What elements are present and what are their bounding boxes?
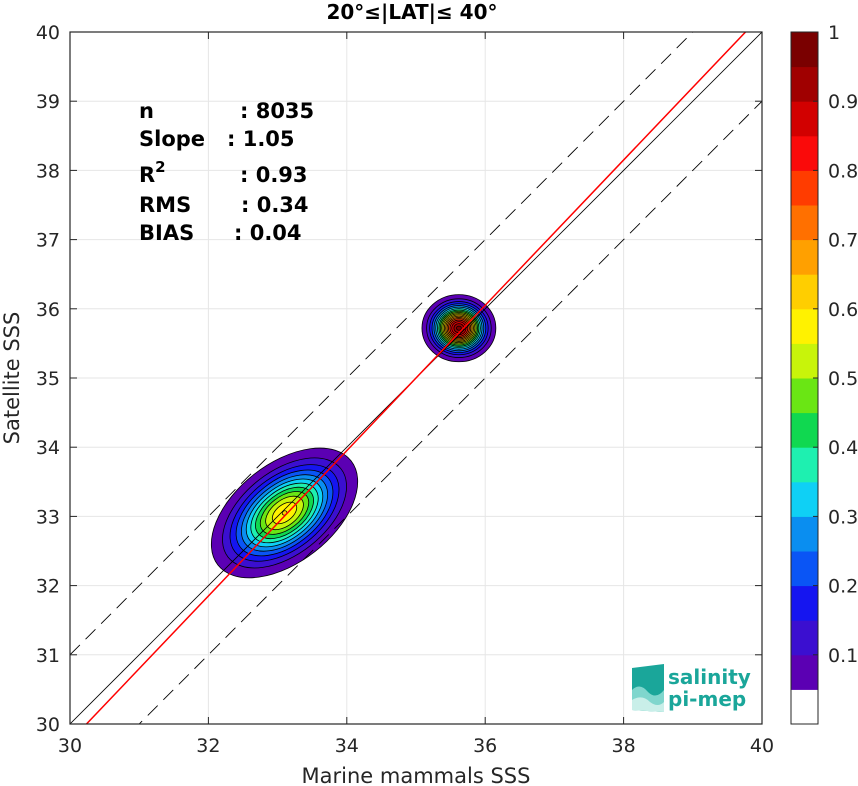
colorbar-bin [791,481,818,517]
colorbar-bin [791,412,818,448]
y-tick-label: 30 [36,714,60,736]
colorbar-bin [791,516,818,552]
colorbar-bin [791,135,818,171]
colorbar-bin [791,654,818,690]
x-tick-label: 40 [750,735,774,757]
colorbar-bin [791,205,818,241]
colorbar-tick-label: 0.2 [828,576,858,598]
colorbar: 0.1 0.2 0.3 0.4 0.5 0.6 0.7 0.8 0.9 1 [790,22,858,725]
lower-bound-line [138,100,762,724]
y-tick-label: 31 [36,645,60,667]
colorbar-bin [791,274,818,310]
stat-label: RMS [139,193,191,217]
x-tick-label: 34 [335,735,359,757]
stat-value: : 1.05 [227,127,295,151]
colorbar-bin [791,378,818,414]
chart-title: 20°≤|LAT|≤ 40° [326,0,497,24]
colorbar-bin [791,689,818,725]
stat-value: : 8035 [240,99,314,123]
stat-label: BIAS [139,221,194,245]
axis-ticks: 30 32 34 36 38 40 30 31 32 33 34 35 36 37 38 39 40 [36,22,774,757]
colorbar-bin [791,170,818,206]
salinity-pi-mep-logo: salinity pi-mep [632,664,751,712]
y-tick-label: 35 [36,368,60,390]
stat-label: R2 [139,158,166,187]
x-tick-label: 38 [612,735,636,757]
colorbar-tick-label: 1 [828,22,840,44]
x-tick-label: 36 [473,735,497,757]
y-tick-label: 39 [36,91,60,113]
y-tick-label: 36 [36,299,60,321]
colorbar-tick-label: 0.6 [828,299,858,321]
colorbar-tick-label: 0.8 [828,160,858,182]
stat-label: n [139,99,154,123]
y-tick-label: 32 [36,576,60,598]
stat-value: : 0.93 [240,163,308,187]
colorbar-bin [791,32,818,68]
colorbar-bin [791,447,818,483]
logo-line2: pi-mep [668,687,746,711]
reference-lines [70,32,762,724]
colorbar-tick-label: 0.9 [828,91,858,113]
colorbar-tick-label: 0.4 [828,437,858,459]
colorbar-bin [791,585,818,621]
colorbar-tick-label: 0.1 [828,645,858,667]
y-tick-label: 34 [36,437,60,459]
colorbar-bin [791,239,818,275]
y-tick-label: 33 [36,506,60,528]
y-axis-label: Satellite SSS [0,312,24,445]
colorbar-tick-label: 0.5 [828,368,858,390]
logo-line1: salinity [668,665,751,689]
colorbar-bin [791,620,818,656]
x-tick-label: 32 [196,735,220,757]
waves-icon [632,664,664,712]
y-tick-label: 38 [36,160,60,182]
colorbar-bin [791,343,818,379]
y-tick-label: 37 [36,230,60,252]
colorbar-bin [791,308,818,344]
colorbar-tick-label: 0.3 [828,506,858,528]
fit-line [85,32,747,724]
upper-bound-line [70,32,694,656]
stats-block: n : 8035 Slope : 1.05 R2 : 0.93 RMS : 0.34 BIAS:… [139,99,314,245]
y-tick-label: 40 [36,22,60,44]
colorbar-bin [791,101,818,137]
colorbar-bin [791,66,818,102]
stat-value: : 0.34 [241,193,309,217]
x-axis-label: Marine mammals SSS [302,764,531,786]
x-tick-label: 30 [58,735,82,757]
stat-label: Slope [139,127,205,151]
contour-level-2-19 [456,325,462,331]
colorbar-bin [791,551,818,587]
stat-value: : 0.04 [234,221,302,245]
colorbar-tick-label: 0.7 [828,230,858,252]
